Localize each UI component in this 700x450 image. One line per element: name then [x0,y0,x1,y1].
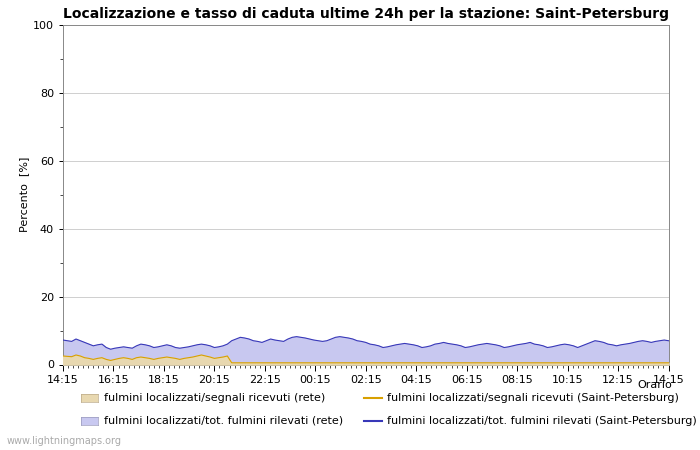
Y-axis label: Percento  [%]: Percento [%] [19,157,29,232]
Text: Orario: Orario [637,380,672,390]
Text: www.lightningmaps.org: www.lightningmaps.org [7,436,122,446]
Text: fulmini localizzati/segnali ricevuti (Saint-Petersburg): fulmini localizzati/segnali ricevuti (Sa… [387,393,679,403]
Text: fulmini localizzati/segnali ricevuti (rete): fulmini localizzati/segnali ricevuti (re… [104,393,325,403]
Text: fulmini localizzati/tot. fulmini rilevati (rete): fulmini localizzati/tot. fulmini rilevat… [104,416,343,426]
Text: fulmini localizzati/tot. fulmini rilevati (Saint-Petersburg): fulmini localizzati/tot. fulmini rilevat… [387,416,697,426]
Title: Localizzazione e tasso di caduta ultime 24h per la stazione: Saint-Petersburg: Localizzazione e tasso di caduta ultime … [63,7,668,21]
